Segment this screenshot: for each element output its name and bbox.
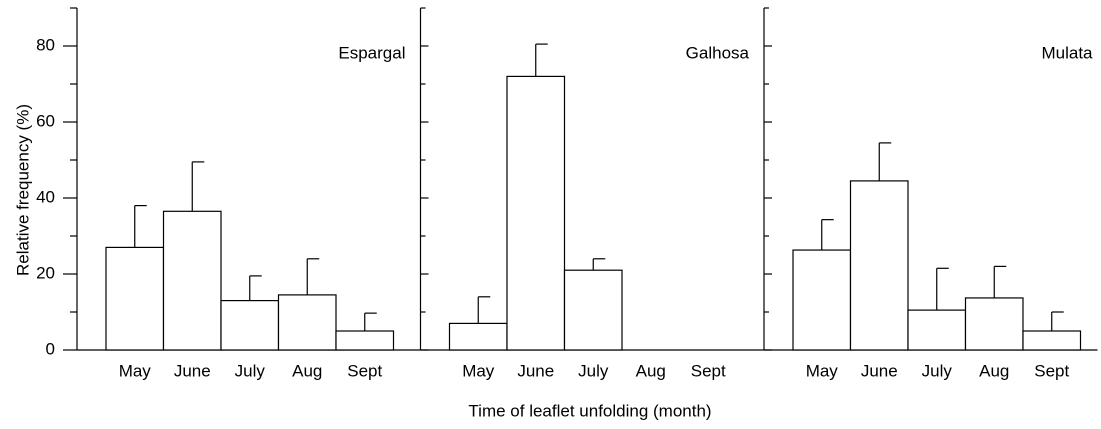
bar: [964, 297, 1024, 351]
x-tick-label: May: [462, 361, 495, 380]
bar: [162, 210, 222, 351]
x-tick-label: July: [235, 361, 266, 380]
bar: [506, 75, 566, 351]
x-tick-label: June: [174, 361, 211, 380]
y-tick-label: 60: [36, 111, 55, 130]
x-tick-label: Sept: [1034, 361, 1069, 380]
bar: [849, 180, 909, 351]
y-axis-label: Relative frequency (%): [13, 104, 32, 276]
bar: [105, 246, 165, 351]
bar: [335, 330, 395, 351]
bar: [277, 294, 337, 351]
x-tick-label: June: [517, 361, 554, 380]
x-tick-label: July: [922, 361, 953, 380]
x-tick-label: June: [861, 361, 898, 380]
x-tick-label: Aug: [292, 361, 322, 380]
bar: [563, 269, 623, 351]
bar: [907, 309, 967, 351]
panel-title: Mulata: [1041, 43, 1093, 62]
bar: [448, 322, 508, 351]
bar: [792, 249, 852, 351]
panel-title: Galhosa: [686, 43, 750, 62]
x-tick-label: Sept: [347, 361, 382, 380]
x-tick-label: Aug: [979, 361, 1009, 380]
x-tick-label: Aug: [636, 361, 666, 380]
x-axis-label: Time of leaflet unfolding (month): [468, 401, 711, 420]
y-tick-label: 20: [36, 263, 55, 282]
x-tick-label: May: [806, 361, 839, 380]
x-tick-label: May: [119, 361, 152, 380]
y-tick-label: 0: [46, 339, 55, 358]
bar: [220, 300, 280, 351]
y-tick-label: 40: [36, 187, 55, 206]
x-tick-label: Sept: [691, 361, 726, 380]
panel-title: Espargal: [338, 43, 405, 62]
y-tick-label: 80: [36, 35, 55, 54]
bar: [1022, 330, 1082, 351]
x-tick-label: July: [578, 361, 609, 380]
